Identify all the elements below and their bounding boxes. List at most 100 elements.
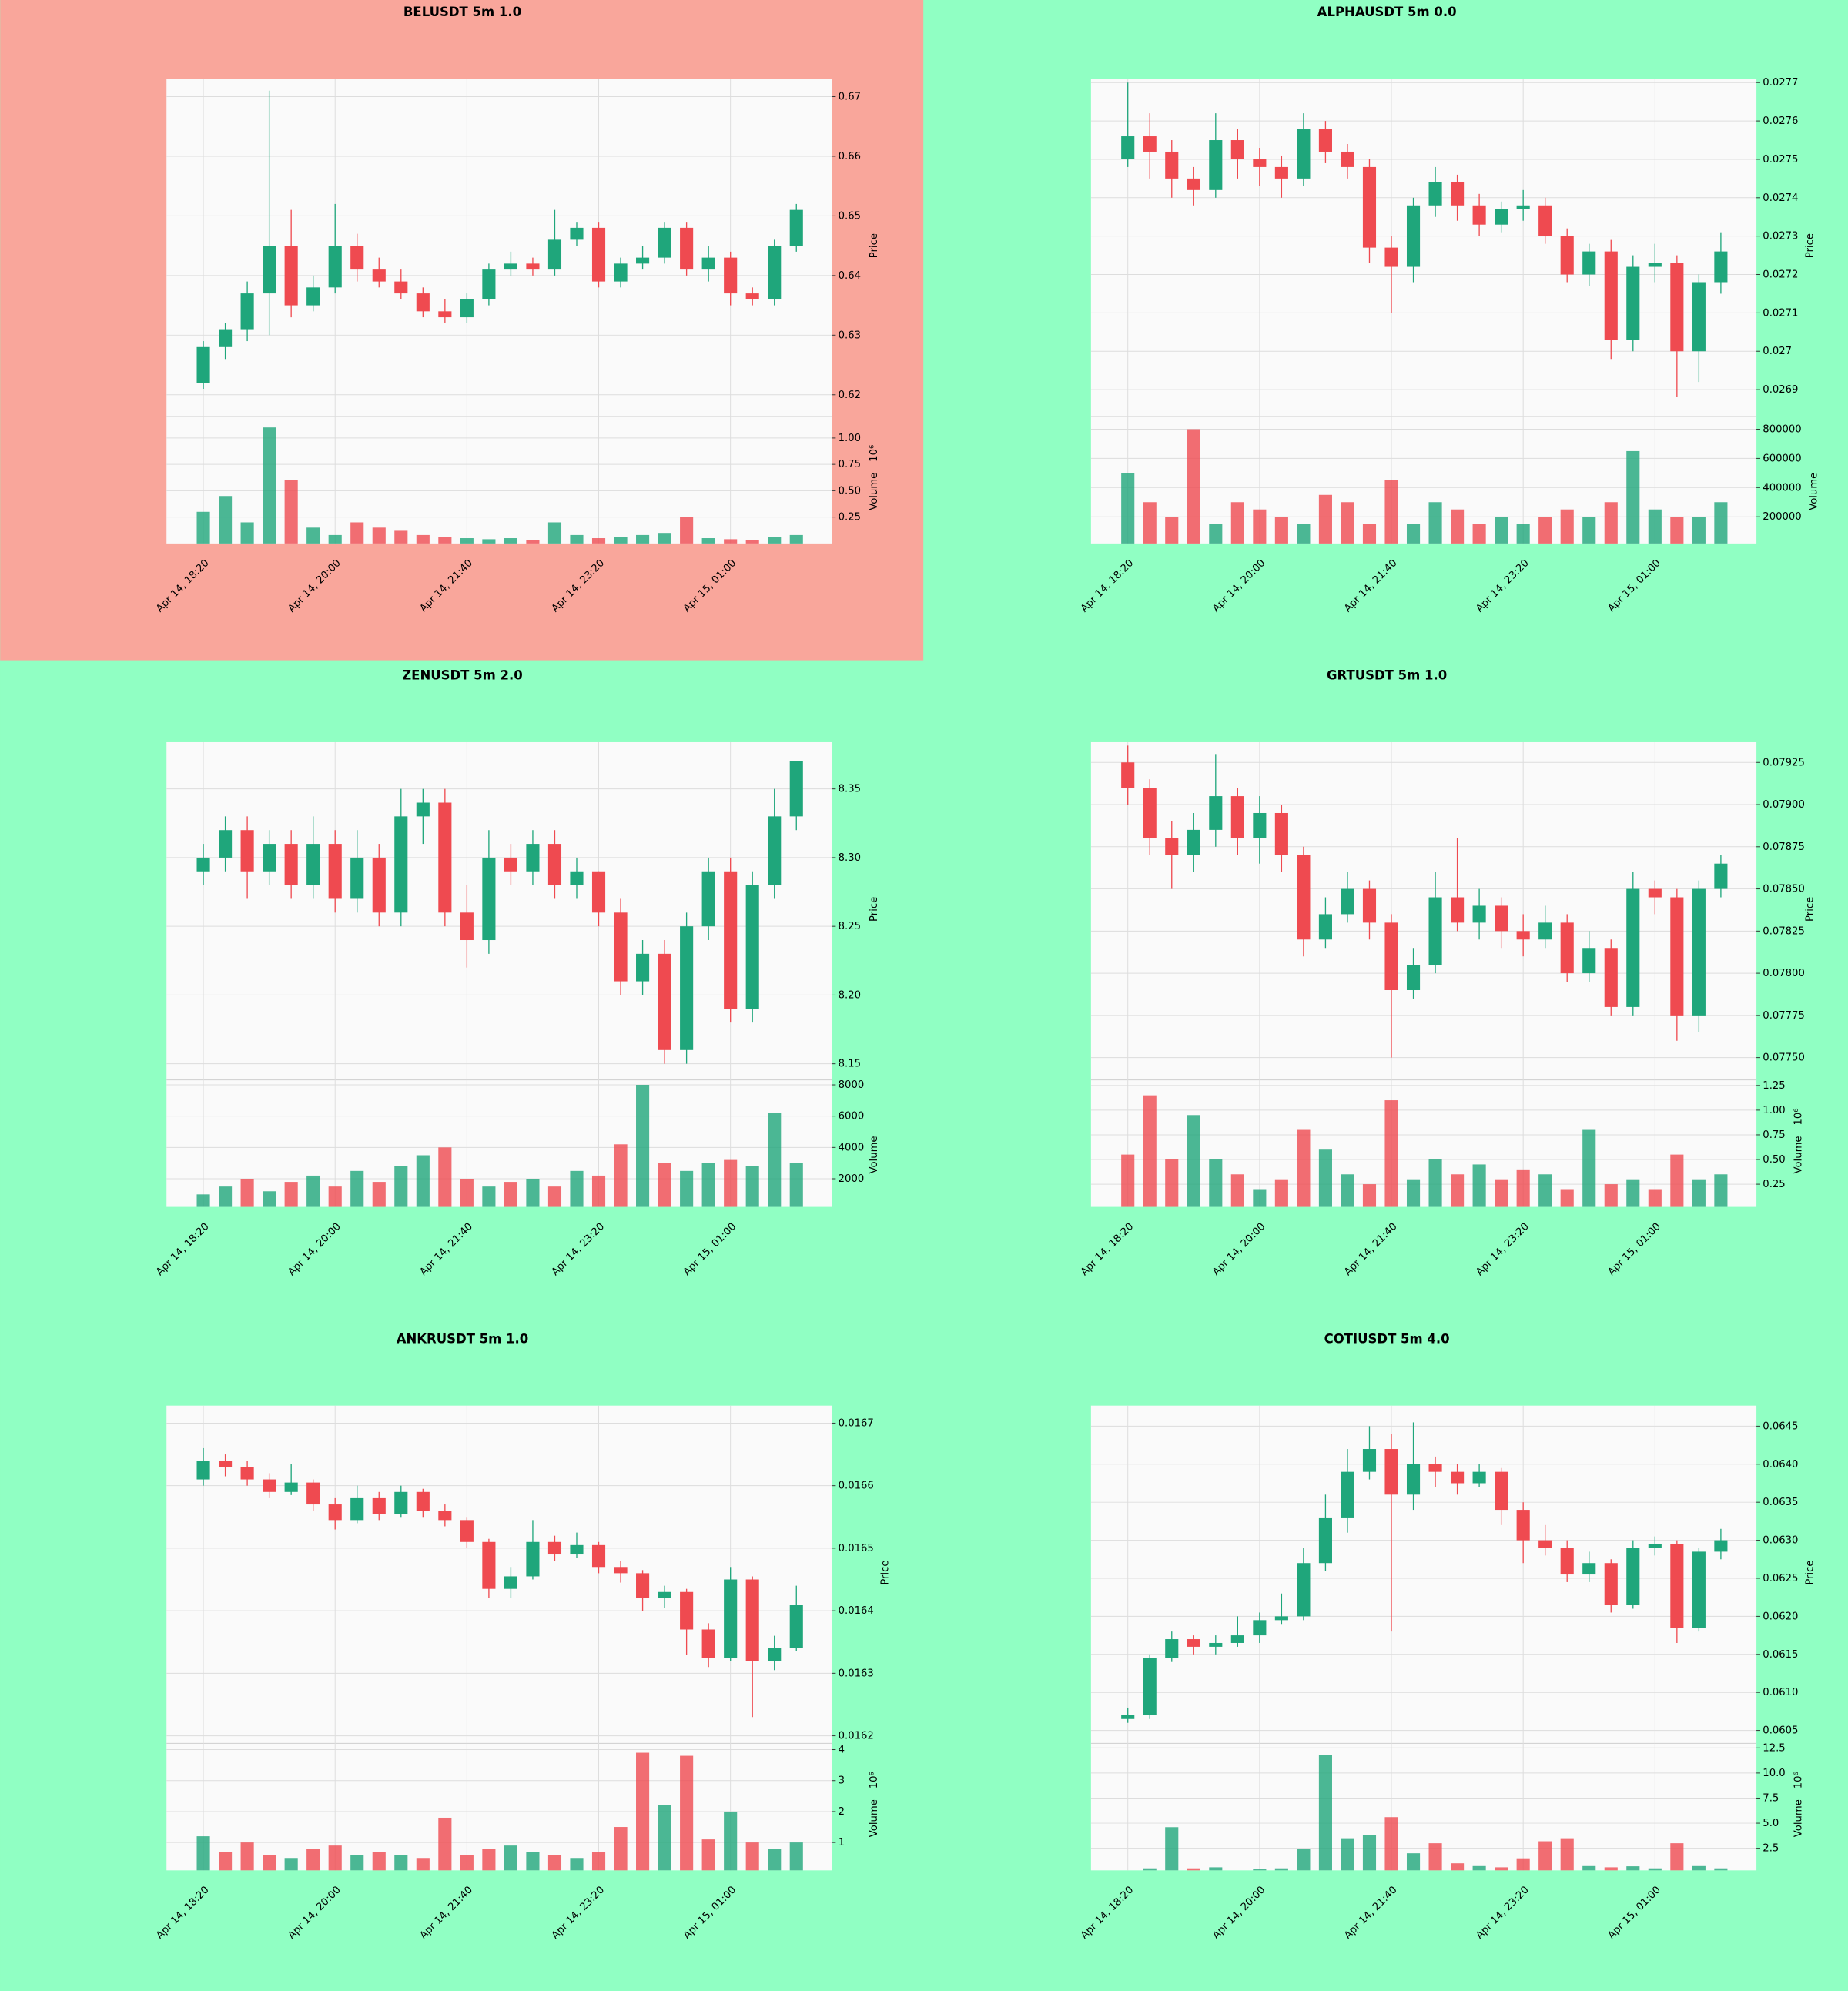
volume-bar xyxy=(1384,480,1398,544)
candle-body xyxy=(416,1491,430,1511)
candle-body xyxy=(1714,863,1728,889)
chart-panel: ANKRUSDT 5m 1.0 0.0162 0.0163 0.0164 0.0165 0… xyxy=(0,1327,924,1988)
candle-body xyxy=(1538,922,1552,940)
volume-bar xyxy=(482,1849,496,1871)
volume-bar xyxy=(394,1166,408,1207)
y-tick-label: 0.65 xyxy=(839,210,861,222)
volume-bar xyxy=(1495,1867,1508,1871)
y-tick-label: 0.0630 xyxy=(1763,1535,1798,1547)
candle-body xyxy=(526,1541,540,1577)
volume-bar xyxy=(284,1858,298,1871)
volume-bar xyxy=(1230,1174,1244,1207)
chart-title: COTIUSDT 5m 4.0 xyxy=(1324,1331,1450,1346)
candle-body xyxy=(1516,931,1530,940)
candle-body xyxy=(328,1504,342,1521)
volume-axis-label: Volume xyxy=(869,1136,880,1173)
volume-bar xyxy=(219,1852,233,1871)
candle-body xyxy=(1318,129,1332,152)
volume-bar xyxy=(680,1170,694,1207)
volume-bar xyxy=(745,1842,759,1871)
volume-bar xyxy=(263,1855,276,1871)
candle-body xyxy=(680,926,694,1050)
candle-body xyxy=(1406,965,1421,991)
candle-body xyxy=(1253,1620,1267,1636)
volume-bar xyxy=(504,1182,517,1207)
volume-bar xyxy=(240,522,254,544)
candle-body xyxy=(504,857,517,872)
y-tick-label: 8.35 xyxy=(839,784,861,795)
candle-body xyxy=(1582,251,1596,275)
y-axis-label: Price xyxy=(1804,1560,1816,1584)
candle-body xyxy=(263,246,276,294)
chart-panel: GRTUSDT 5m 1.0 0.07750 0.07775 0.07800 0.078… xyxy=(924,663,1848,1324)
candle-body xyxy=(1209,1642,1223,1647)
candle-body xyxy=(789,209,803,246)
y-tick-label: 10.0 xyxy=(1763,1768,1785,1779)
candle-body xyxy=(1230,796,1244,838)
volume-bar xyxy=(1406,524,1421,544)
volume-bar xyxy=(1692,517,1706,544)
candle-body xyxy=(1209,140,1223,190)
volume-bar xyxy=(1582,517,1596,544)
volume-bar xyxy=(1604,1867,1618,1871)
volume-bar xyxy=(328,1186,342,1207)
volume-bar xyxy=(263,427,276,544)
y-tick-label: 1.25 xyxy=(1763,1080,1785,1092)
volume-bar xyxy=(745,540,759,544)
volume-bar xyxy=(570,1170,584,1207)
volume-bar xyxy=(1187,1868,1200,1871)
candle-body xyxy=(658,227,671,258)
candle-body xyxy=(328,246,342,288)
candle-body xyxy=(636,257,650,264)
volume-bar xyxy=(1670,1843,1684,1871)
y-tick-label: 0.75 xyxy=(839,459,861,470)
candle-body xyxy=(1297,129,1311,179)
volume-bar xyxy=(504,1845,517,1871)
candle-body xyxy=(1472,905,1486,923)
candle-body xyxy=(724,257,738,294)
volume-bar xyxy=(547,522,562,544)
candle-body xyxy=(591,871,606,913)
y-tick-label: 2000 xyxy=(839,1173,865,1185)
candle-body xyxy=(1538,205,1552,236)
volume-bar xyxy=(1472,1865,1486,1871)
candle-body xyxy=(1670,263,1684,352)
volume-bar xyxy=(724,1159,738,1207)
candle-body xyxy=(1362,1449,1377,1472)
volume-bar xyxy=(1406,1179,1421,1207)
y-tick-label: 0.0610 xyxy=(1763,1687,1798,1698)
volume-bar xyxy=(1143,1868,1157,1871)
volume-bar xyxy=(1428,502,1442,544)
candle-body xyxy=(1274,1616,1288,1621)
candle-body xyxy=(701,257,715,270)
candle-body xyxy=(1560,922,1574,974)
candle-body xyxy=(636,1573,650,1598)
volume-bar xyxy=(416,534,430,544)
volume-bar xyxy=(570,534,584,544)
volume-bar xyxy=(372,1852,386,1871)
volume-bar xyxy=(1318,1755,1332,1871)
volume-axis-label: Volume xyxy=(869,473,880,510)
y-tick-label: 0.67 xyxy=(839,91,861,102)
candle-body xyxy=(394,816,408,913)
volume-bar xyxy=(614,1144,628,1207)
volume-axis-label: Volume xyxy=(1808,473,1820,510)
candle-body xyxy=(219,1461,233,1467)
volume-bar xyxy=(284,480,298,544)
volume-bar xyxy=(1648,509,1662,544)
plot-background xyxy=(166,1405,832,1871)
candle-body xyxy=(284,1482,298,1492)
volume-bar xyxy=(1472,524,1486,544)
volume-bar xyxy=(1714,502,1728,544)
candle-body xyxy=(460,299,474,318)
volume-bar xyxy=(1495,1179,1508,1207)
volume-bar xyxy=(1516,1169,1530,1207)
candle-body xyxy=(1648,1544,1662,1548)
volume-bar xyxy=(789,534,803,544)
y-tick-label: 0.0277 xyxy=(1763,77,1798,89)
candle-body xyxy=(614,912,628,982)
candle-body xyxy=(1209,796,1223,830)
volume-offset: 10⁶ xyxy=(869,445,880,462)
candle-body xyxy=(570,227,584,240)
volume-bar xyxy=(1538,517,1552,544)
